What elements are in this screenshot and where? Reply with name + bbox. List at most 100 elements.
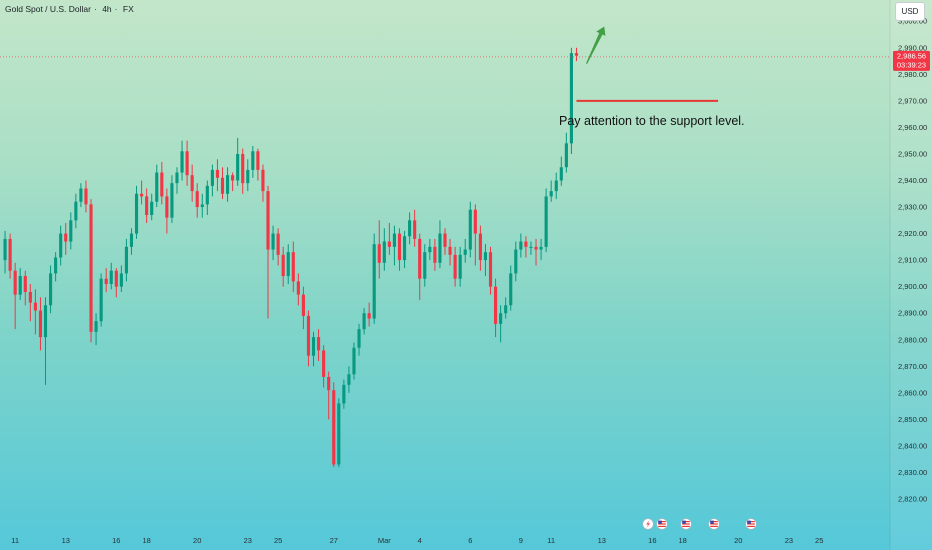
dividend-event-icon[interactable]: [642, 518, 654, 530]
candle-body[interactable]: [150, 201, 154, 216]
candle-body[interactable]: [64, 233, 68, 242]
candle-body[interactable]: [549, 191, 553, 197]
candle-body[interactable]: [43, 305, 48, 338]
candle-body[interactable]: [175, 172, 179, 184]
candle-body[interactable]: [129, 233, 134, 247]
currency-button[interactable]: USD: [895, 2, 925, 21]
candle-body[interactable]: [54, 257, 58, 274]
candle-body[interactable]: [342, 384, 346, 404]
candle-body[interactable]: [205, 185, 209, 205]
candle-body[interactable]: [251, 151, 255, 170]
candle-body[interactable]: [119, 273, 123, 287]
us-flag-event-icon[interactable]: [745, 518, 757, 530]
candle-body[interactable]: [473, 209, 477, 234]
candle-body[interactable]: [534, 246, 538, 250]
candle-body[interactable]: [453, 254, 457, 279]
candle-body[interactable]: [215, 169, 220, 178]
candle-body[interactable]: [448, 246, 452, 255]
candle-body[interactable]: [382, 241, 386, 263]
candle-body[interactable]: [104, 278, 108, 285]
candle-body[interactable]: [291, 252, 295, 282]
candle-body[interactable]: [408, 220, 412, 237]
candle-body[interactable]: [418, 238, 422, 279]
symbol-name[interactable]: Gold Spot / U.S. Dollar: [5, 4, 91, 14]
candle-body[interactable]: [8, 238, 12, 271]
candle-body[interactable]: [514, 249, 518, 274]
candle-body[interactable]: [109, 270, 113, 285]
candle-body[interactable]: [33, 302, 37, 311]
candle-body[interactable]: [443, 233, 447, 247]
candle-body[interactable]: [524, 241, 528, 247]
candle-body[interactable]: [281, 254, 285, 277]
candle-body[interactable]: [79, 188, 83, 202]
candle-body[interactable]: [322, 350, 326, 377]
candle-body[interactable]: [170, 183, 174, 218]
candle-body[interactable]: [372, 244, 376, 319]
candle-body[interactable]: [296, 281, 300, 295]
candle-body[interactable]: [347, 374, 351, 385]
timeframe[interactable]: 4h: [102, 4, 112, 14]
candle-body[interactable]: [49, 273, 53, 306]
candle-body[interactable]: [220, 177, 225, 194]
candle-body[interactable]: [554, 180, 558, 192]
candle-body[interactable]: [185, 151, 189, 176]
candle-body[interactable]: [317, 337, 321, 351]
candle-body[interactable]: [569, 53, 573, 144]
candle-body[interactable]: [261, 169, 265, 192]
candle-body[interactable]: [89, 204, 93, 332]
candle-body[interactable]: [438, 233, 442, 263]
candle-body[interactable]: [519, 241, 523, 250]
candle-body[interactable]: [483, 252, 488, 261]
candle-body[interactable]: [225, 175, 230, 194]
candle-body[interactable]: [413, 220, 417, 239]
annotation-text[interactable]: Pay attention to the support level.: [559, 114, 745, 128]
us-flag-event-icon[interactable]: [708, 518, 720, 530]
candle-body[interactable]: [286, 252, 290, 277]
candle-body[interactable]: [99, 278, 103, 322]
price-axis-panel[interactable]: [890, 0, 932, 550]
candle-body[interactable]: [327, 376, 331, 391]
candle-body[interactable]: [231, 175, 235, 181]
candle-body[interactable]: [210, 169, 214, 186]
candle-body[interactable]: [114, 270, 118, 287]
candle-body[interactable]: [74, 201, 78, 221]
candle-body[interactable]: [200, 204, 204, 208]
candle-body[interactable]: [306, 315, 311, 356]
candle-body[interactable]: [428, 246, 432, 253]
candle-body[interactable]: [155, 172, 159, 202]
candle-body[interactable]: [84, 188, 88, 205]
candle-body[interactable]: [397, 233, 402, 261]
candle-body[interactable]: [337, 403, 341, 465]
candle-body[interactable]: [276, 233, 280, 255]
candle-body[interactable]: [504, 305, 508, 314]
projection-arrow[interactable]: [586, 26, 606, 65]
candle-body[interactable]: [357, 329, 361, 348]
candle-body[interactable]: [241, 153, 245, 184]
candle-body[interactable]: [494, 286, 498, 324]
candle-body[interactable]: [564, 143, 568, 168]
candle-body[interactable]: [463, 249, 467, 255]
candle-body[interactable]: [468, 209, 472, 250]
us-flag-event-icon[interactable]: [656, 518, 668, 530]
candle-body[interactable]: [38, 310, 43, 338]
candle-body[interactable]: [539, 246, 543, 250]
candle-body[interactable]: [23, 276, 27, 292]
candle-body[interactable]: [423, 252, 427, 279]
candle-body[interactable]: [266, 191, 270, 250]
candle-body[interactable]: [134, 193, 139, 234]
candle-body[interactable]: [246, 169, 250, 184]
current-price-label[interactable]: [893, 50, 930, 71]
candle-body[interactable]: [13, 270, 17, 295]
candle-body[interactable]: [332, 390, 336, 465]
candle-body[interactable]: [28, 291, 32, 303]
candle-body[interactable]: [69, 220, 73, 242]
candle-body[interactable]: [271, 233, 275, 250]
candle-body[interactable]: [165, 196, 169, 218]
candle-body[interactable]: [18, 276, 22, 295]
candle-body[interactable]: [433, 246, 437, 263]
candle-body[interactable]: [124, 246, 128, 274]
candle-body[interactable]: [352, 347, 356, 375]
candle-body[interactable]: [180, 151, 184, 173]
candle-body[interactable]: [458, 254, 462, 279]
candle-body[interactable]: [367, 313, 371, 319]
